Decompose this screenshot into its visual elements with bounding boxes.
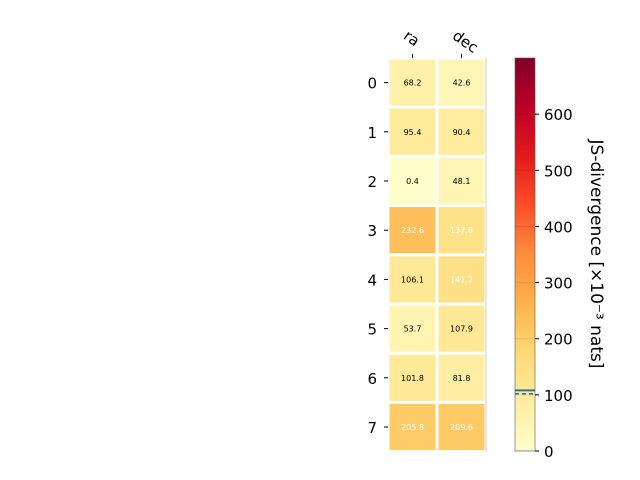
cell-value-label: 81.8: [453, 374, 471, 383]
column-label: dec: [449, 27, 481, 57]
row-label: 0: [367, 75, 377, 93]
colorbar-tick-label: 400: [544, 218, 573, 236]
heatmap-cell: [389, 157, 436, 205]
colorbar: 0 100 200 300 400 500 600 JS-divergence [×10⁻³…: [514, 57, 606, 461]
cell-value-label: 137.8: [450, 226, 473, 235]
cell-value-label: 95.4: [404, 128, 422, 137]
heatmap-cell: [389, 305, 436, 352]
row-label: 2: [367, 173, 377, 191]
heatmap-cell: [389, 59, 436, 106]
cell-value-label: 209.6: [450, 423, 473, 432]
cell-value-label: 141.2: [450, 275, 473, 284]
heatmap-cell: [438, 256, 485, 303]
heatmap-cell: [438, 108, 485, 155]
cell-value-label: 107.9: [450, 325, 473, 334]
heatmap-cell: [438, 157, 485, 205]
heatmap-cell: [389, 108, 436, 155]
row-label: 6: [367, 370, 377, 388]
row-labels: 0 1 2 3 4 5 6 7: [367, 75, 388, 437]
cell-value-label: 106.1: [401, 275, 424, 284]
heatmap-cell: [389, 207, 436, 254]
cell-value-label: 42.6: [453, 79, 471, 88]
colorbar-tick-label: 0: [544, 443, 554, 461]
colorbar-gradient: [514, 57, 536, 452]
heatmap-cell: [438, 354, 485, 401]
cell-value-label: 68.2: [404, 79, 422, 88]
column-label: ra: [400, 27, 423, 51]
cell-value-label: 48.1: [453, 177, 471, 186]
row-label: 4: [367, 271, 377, 289]
heatmap-cell: [438, 403, 485, 451]
colorbar-ticks: 0 100 200 300 400 500 600: [515, 106, 573, 461]
heatmap-grid: 68.2 42.6 95.4 90.4 0.4 48.1 232.6 137.8 106.1 14…: [389, 58, 487, 452]
colorbar-tick-label: 300: [544, 275, 573, 293]
cell-value-label: 53.7: [404, 325, 422, 334]
row-label: 1: [367, 124, 377, 142]
heatmap-cell: [438, 305, 485, 352]
cell-value-label: 232.6: [401, 226, 424, 235]
column-labels: ra dec: [400, 27, 482, 58]
colorbar-label: JS-divergence [×10⁻³ nats]: [586, 139, 606, 369]
colorbar-tick-label: 100: [544, 387, 573, 405]
heatmap-cell: [389, 256, 436, 303]
cell-value-label: 101.8: [401, 374, 424, 383]
row-label: 7: [367, 419, 377, 437]
cell-value-label: 205.8: [401, 423, 424, 432]
heatmap-cell: [438, 207, 485, 254]
cell-value-label: 90.4: [453, 128, 471, 137]
cell-value-label: 0.4: [406, 177, 419, 186]
colorbar-tick-label: 200: [544, 331, 573, 349]
heatmap-cell: [389, 354, 436, 401]
colorbar-tick-label: 500: [544, 162, 573, 180]
row-label: 5: [367, 321, 377, 339]
heatmap-cell: [438, 59, 485, 106]
row-label: 3: [367, 222, 377, 240]
colorbar-tick-label: 600: [544, 106, 573, 124]
heatmap-cell: [389, 403, 436, 451]
